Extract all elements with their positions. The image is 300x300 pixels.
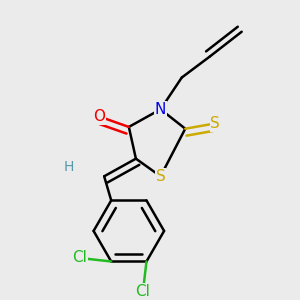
- Text: S: S: [156, 169, 166, 184]
- Text: Cl: Cl: [72, 250, 87, 266]
- Text: S: S: [210, 116, 220, 131]
- Text: O: O: [93, 109, 105, 124]
- Text: N: N: [155, 102, 166, 117]
- Text: H: H: [64, 160, 74, 175]
- Text: Cl: Cl: [136, 284, 150, 299]
